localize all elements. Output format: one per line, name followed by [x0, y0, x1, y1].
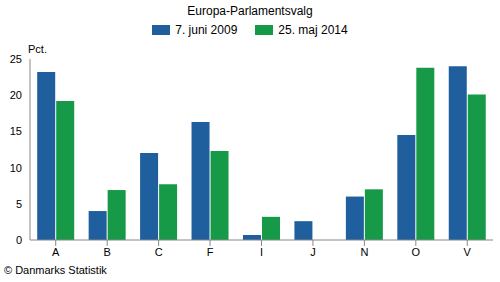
html-text:7. juni 2009: 7. juni 2009: [175, 23, 238, 37]
html-text:25. maj 2014: 25. maj 2014: [278, 23, 348, 37]
svg-text:V: V: [464, 246, 472, 258]
svg-text:0: 0: [16, 234, 22, 246]
html-text:© Danmarks Statistik: © Danmarks Statistik: [4, 264, 107, 276]
svg-text:15: 15: [10, 125, 22, 137]
svg-text:10: 10: [10, 162, 22, 174]
svg-text:25: 25: [10, 53, 22, 65]
svg-text:5: 5: [16, 198, 22, 210]
svg-text:N: N: [360, 246, 368, 258]
svg-text:O: O: [412, 246, 421, 258]
svg-text:F: F: [207, 246, 214, 258]
svg-text:20: 20: [10, 89, 22, 101]
html-text:Pct.: Pct.: [28, 43, 47, 55]
svg-text:J: J: [310, 246, 316, 258]
svg-text:I: I: [260, 246, 263, 258]
svg-text:A: A: [52, 246, 60, 258]
html-text:Europa-Parlamentsvalg: Europa-Parlamentsvalg: [187, 4, 313, 18]
svg-text:B: B: [103, 246, 110, 258]
svg-text:C: C: [155, 246, 163, 258]
